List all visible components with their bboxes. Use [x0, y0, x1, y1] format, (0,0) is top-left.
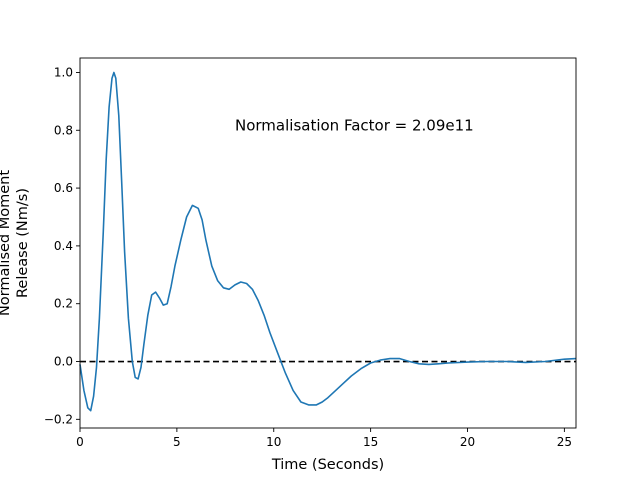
moment-release-series-line [79, 71, 577, 412]
x-tick-label: 0 [76, 435, 84, 449]
y-tick-label: −0.2 [44, 412, 73, 426]
y-tick-label: 1.0 [54, 65, 73, 79]
x-tick-label: 10 [266, 435, 281, 449]
x-tick-label: 20 [460, 435, 475, 449]
y-tick-label: 0.2 [54, 297, 73, 311]
y-tick-label: 0.8 [54, 123, 73, 137]
y-axis-label-line-2: Release (Nm/s) [15, 188, 31, 298]
y-tick-label: 0.6 [54, 181, 73, 195]
normalisation-factor-annotation: Normalisation Factor = 2.09e11 [235, 116, 474, 134]
y-axis-ticks: −0.2 0.0 0.2 0.4 0.6 0.8 1.0 [44, 65, 80, 426]
x-axis-label: Time (Seconds) [271, 457, 384, 473]
plot-area [79, 71, 577, 412]
x-tick-label: 25 [557, 435, 572, 449]
y-tick-label: 0.4 [54, 239, 73, 253]
x-tick-label: 15 [363, 435, 378, 449]
x-axis-ticks: 0 5 10 15 20 25 [76, 428, 572, 449]
axes-frame [79, 57, 577, 429]
x-tick-label: 5 [173, 435, 181, 449]
y-axis-label-line-1: Normalised Moment [0, 170, 13, 316]
y-tick-label: 0.0 [54, 355, 73, 369]
y-axis-label: Normalised Moment Release (Nm/s) [0, 170, 31, 316]
